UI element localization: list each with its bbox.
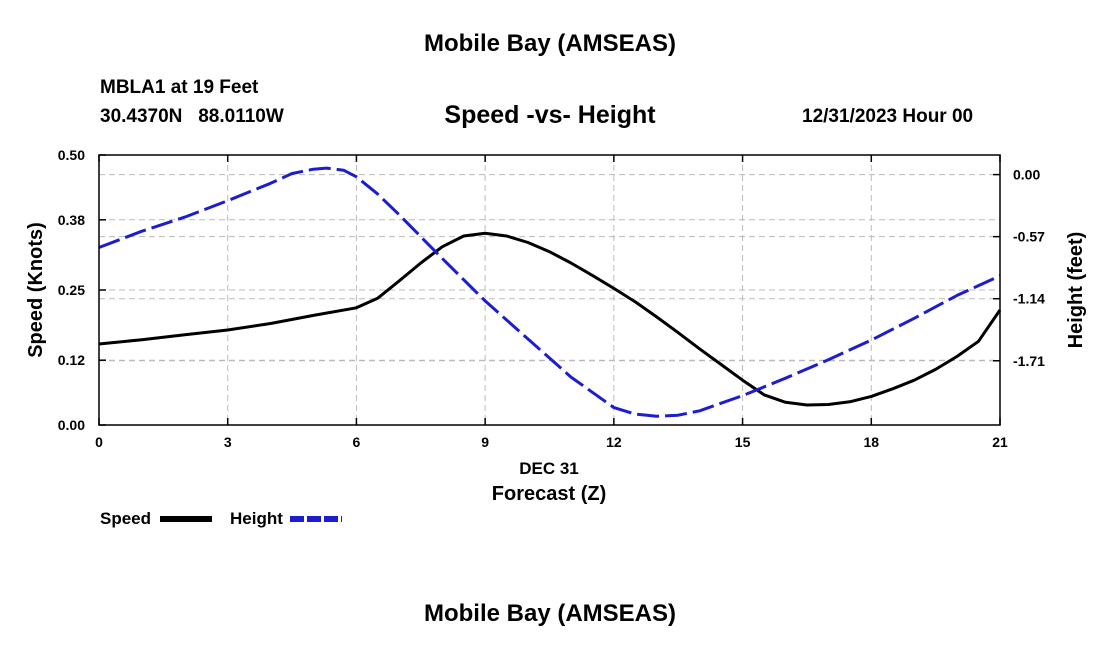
x-tick-label: 15 [735,434,751,450]
y2-tick-label: -0.57 [1013,229,1045,245]
speed-series-line [98,231,1002,407]
y-tick-label: 0.12 [58,352,85,368]
y2-tick-label: 0.00 [1013,167,1040,183]
chart-main-title: Mobile Bay (AMSEAS) [423,30,677,57]
forecast-datetime: 12/31/2023 Hour 00 [802,106,974,127]
y-tick-label: 0.25 [58,282,85,298]
station-name: MBLA1 at 19 Feet [100,77,259,98]
y-tick-label: 0.38 [58,212,85,228]
grid-lines [98,154,1001,426]
legend-speed-label: Speed [100,509,152,528]
y-tick-label: 0.00 [58,417,85,433]
series-layer [98,166,1002,418]
y-axis-title: Speed (Knots) [25,222,47,358]
legend-height-label: Height [230,509,283,528]
height-series-line [98,166,1001,418]
x-tick-label: 9 [481,434,489,450]
axes: 0 3 6 9 12 15 18 21 0.00 0.12 0.25 0.38 0.50 0.00 -0.5… [58,147,1045,450]
y2-axis-title: Height (feet) [1065,232,1087,349]
speed-height-chart: 0 3 6 9 12 15 18 21 0.00 0.12 0.25 0.38 0.50 0.00 -0.5… [25,147,1087,522]
x-tick-label: 12 [606,434,622,450]
y2-tick-label: -1.71 [1013,353,1045,369]
station-coordinates: 30.4370N 88.0110W [100,106,284,127]
x-tick-label: 6 [353,434,361,450]
y2-tick-label: -1.14 [1013,291,1045,307]
x-tick-label: 3 [224,434,232,450]
x-tick-label: 0 [95,434,103,450]
x-tick-label: 21 [992,434,1008,450]
x-tick-label: 18 [863,434,879,450]
chart-subtitle: Speed -vs- Height [444,101,656,129]
x-axis-title: Forecast (Z) [492,483,606,505]
x-axis-date-label: DEC 31 [519,459,579,478]
footer-title: Mobile Bay (AMSEAS) [423,600,677,627]
y-tick-label: 0.50 [58,147,85,163]
